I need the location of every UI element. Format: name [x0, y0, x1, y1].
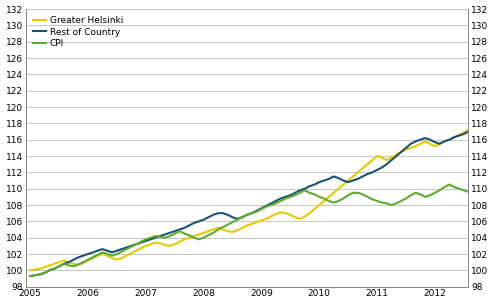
CPI	[278, 199, 284, 203]
Line: Greater Helsinki: Greater Helsinki	[30, 46, 494, 270]
Greater Helsinki	[27, 268, 33, 272]
CPI	[104, 252, 110, 256]
Greater Helsinki	[278, 211, 284, 214]
CPI	[27, 274, 33, 278]
Line: CPI: CPI	[30, 133, 494, 276]
Rest of Country	[104, 249, 110, 253]
Rest of Country	[27, 274, 33, 278]
Greater Helsinki	[104, 254, 110, 257]
Legend: Greater Helsinki, Rest of Country, CPI: Greater Helsinki, Rest of Country, CPI	[30, 14, 126, 50]
Line: Rest of Country: Rest of Country	[30, 70, 494, 276]
Rest of Country	[278, 197, 284, 200]
